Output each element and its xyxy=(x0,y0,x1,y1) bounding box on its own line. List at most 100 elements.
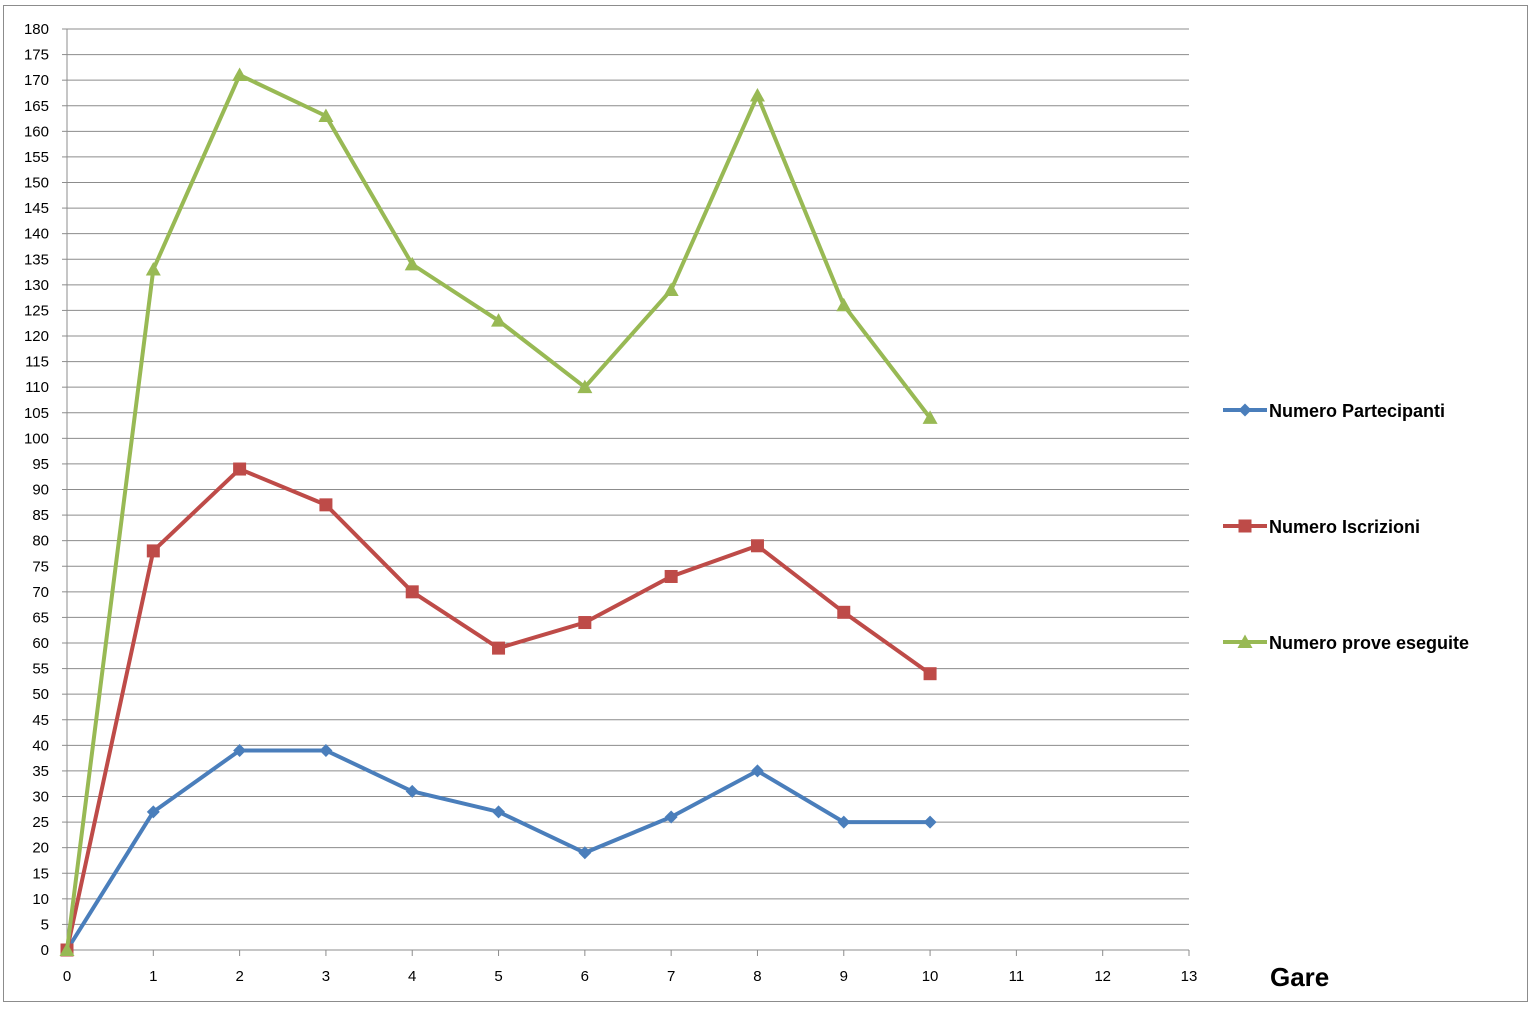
y-tick-label: 55 xyxy=(32,661,49,678)
y-tick-label: 75 xyxy=(32,558,49,575)
x-tick-label: 0 xyxy=(63,968,71,985)
data-point-numero-partecipanti xyxy=(492,805,506,819)
y-tick-label: 5 xyxy=(41,916,49,933)
data-point-numero-partecipanti xyxy=(405,784,419,798)
data-point-numero-prove-eseguite xyxy=(836,297,852,312)
data-point-numero-partecipanti xyxy=(923,815,937,829)
y-tick-label: 165 xyxy=(24,98,49,115)
y-tick-label: 85 xyxy=(32,507,49,524)
x-tick-label: 11 xyxy=(1009,968,1025,985)
y-tick-label: 155 xyxy=(24,149,49,166)
x-tick-label: 8 xyxy=(753,968,761,985)
x-axis-tick-labels: 0 1 2 3 4 5 6 7 8 9 10 11 12 13 xyxy=(63,968,1198,985)
data-point-numero-iscrizioni xyxy=(319,498,333,512)
legend-marker-triangle xyxy=(1237,634,1253,648)
y-tick-label: 130 xyxy=(24,277,49,294)
data-point-numero-iscrizioni xyxy=(923,667,937,681)
x-tick-label: 4 xyxy=(408,968,416,985)
x-tick-label: 9 xyxy=(840,968,848,985)
data-point-numero-prove-eseguite xyxy=(663,282,679,296)
y-tick-label: 20 xyxy=(32,840,49,857)
x-tick-label: 6 xyxy=(581,968,589,985)
y-tick-label: 180 xyxy=(24,21,49,38)
axes xyxy=(62,28,1190,956)
y-tick-label: 80 xyxy=(32,533,49,550)
y-tick-label: 175 xyxy=(24,47,49,64)
data-point-numero-prove-eseguite xyxy=(318,108,334,122)
data-point-numero-iscrizioni xyxy=(233,462,247,476)
y-axis-tick-labels: 0 5 10 15 20 25 30 35 40 45 50 55 60 65 70 75 80 85 90 95 10… xyxy=(24,21,49,959)
y-tick-label: 105 xyxy=(24,405,49,422)
x-tick-label: 7 xyxy=(667,968,675,985)
legend-marker-diamond xyxy=(1238,403,1252,417)
data-point-numero-prove-eseguite xyxy=(145,261,161,276)
x-tick-label: 2 xyxy=(235,968,243,985)
y-tick-label: 60 xyxy=(32,635,49,652)
legend-item-numero-partecipanti: Numero Partecipanti xyxy=(1223,401,1445,421)
data-point-numero-iscrizioni xyxy=(578,616,592,630)
y-tick-label: 100 xyxy=(24,430,49,447)
y-tick-label: 40 xyxy=(32,737,49,754)
data-point-numero-iscrizioni xyxy=(750,539,764,553)
y-tick-label: 160 xyxy=(24,123,49,140)
y-tick-label: 70 xyxy=(32,584,49,601)
y-tick-label: 95 xyxy=(32,456,49,473)
x-tick-label: 12 xyxy=(1094,968,1111,985)
legend-label: Numero prove eseguite xyxy=(1269,633,1469,653)
data-point-numero-iscrizioni xyxy=(837,605,851,619)
x-tick-label: 1 xyxy=(149,968,157,985)
y-tick-label: 110 xyxy=(25,379,49,396)
y-tick-label: 140 xyxy=(24,226,49,243)
y-tick-label: 45 xyxy=(32,712,49,729)
y-tick-label: 125 xyxy=(24,302,49,319)
data-point-numero-iscrizioni xyxy=(492,641,506,655)
data-point-numero-partecipanti xyxy=(837,815,851,829)
y-tick-label: 90 xyxy=(32,482,49,499)
x-tick-label: 13 xyxy=(1181,968,1198,985)
y-tick-label: 0 xyxy=(41,942,49,959)
data-point-numero-prove-eseguite xyxy=(749,88,765,102)
data-point-numero-partecipanti xyxy=(146,805,160,819)
y-tick-label: 120 xyxy=(24,328,49,345)
x-axis-title: Gare xyxy=(1270,962,1329,992)
data-point-numero-prove-eseguite xyxy=(232,67,248,82)
data-point-numero-iscrizioni xyxy=(405,585,419,599)
y-tick-label: 30 xyxy=(32,789,49,806)
legend-item-numero-prove-eseguite: Numero prove eseguite xyxy=(1223,633,1469,653)
data-point-numero-prove-eseguite xyxy=(922,410,938,424)
y-tick-label: 65 xyxy=(32,609,49,626)
y-tick-label: 10 xyxy=(32,891,49,908)
data-point-numero-partecipanti xyxy=(750,764,764,778)
data-point-numero-iscrizioni xyxy=(664,569,678,583)
y-tick-label: 135 xyxy=(24,251,49,268)
data-point-numero-prove-eseguite xyxy=(491,313,507,327)
gridlines xyxy=(67,28,1189,925)
x-tick-label: 10 xyxy=(922,968,939,985)
data-point-numero-prove-eseguite xyxy=(577,379,593,394)
series-line-numero-partecipanti xyxy=(65,748,931,952)
chart-frame xyxy=(3,5,1528,1002)
y-tick-label: 145 xyxy=(24,200,49,217)
legend-marker-square xyxy=(1238,519,1252,533)
legend-item-numero-iscrizioni: Numero Iscrizioni xyxy=(1223,517,1420,537)
data-point-numero-partecipanti xyxy=(664,810,678,824)
y-tick-label: 170 xyxy=(24,72,49,89)
y-tick-label: 35 xyxy=(32,763,49,780)
data-point-numero-partecipanti xyxy=(233,743,247,757)
data-point-numero-prove-eseguite xyxy=(59,942,75,956)
y-tick-label: 15 xyxy=(32,865,49,882)
legend-label: Numero Iscrizioni xyxy=(1269,517,1420,537)
x-tick-label: 5 xyxy=(494,968,502,985)
series-line-numero-iscrizioni xyxy=(65,466,932,951)
y-tick-label: 50 xyxy=(32,686,49,703)
data-point-numero-iscrizioni xyxy=(146,544,160,558)
legend: Numero Partecipanti Numero Iscrizioni Nume… xyxy=(1223,401,1469,653)
y-tick-label: 25 xyxy=(32,814,49,831)
data-point-numero-partecipanti xyxy=(319,743,333,757)
x-tick-label: 3 xyxy=(322,968,330,985)
data-point-numero-prove-eseguite xyxy=(404,256,420,271)
series-lines xyxy=(59,67,938,957)
y-tick-label: 150 xyxy=(24,175,49,192)
y-tick-label: 115 xyxy=(25,354,49,371)
